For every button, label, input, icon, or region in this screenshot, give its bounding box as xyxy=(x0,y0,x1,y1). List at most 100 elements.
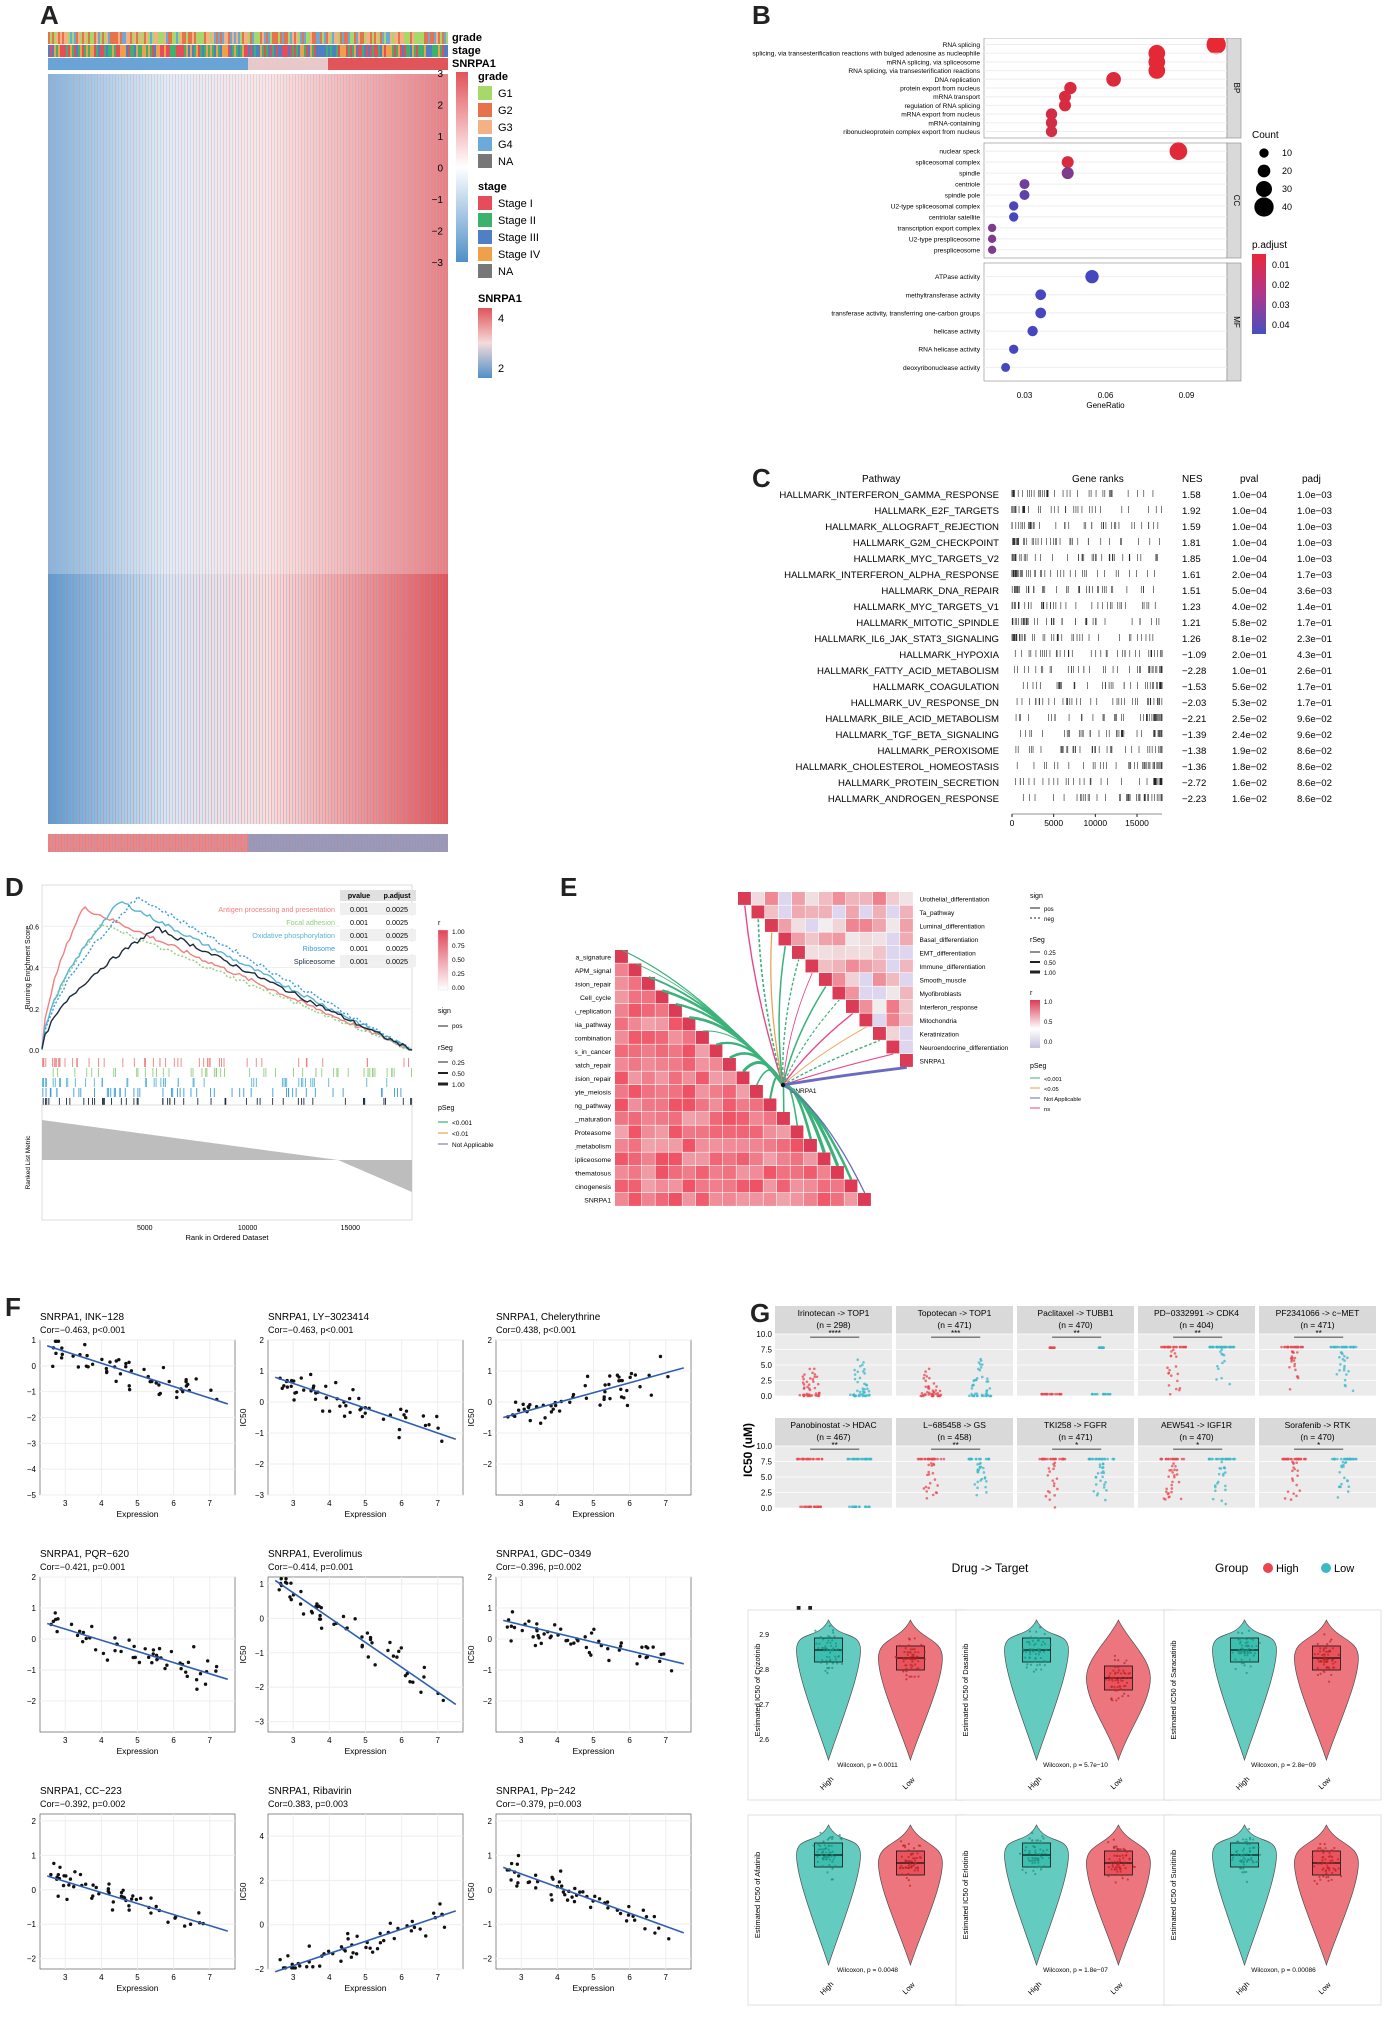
strip-point xyxy=(811,1371,814,1375)
violin-point xyxy=(821,1865,824,1868)
center-node-label: SNRPA1 xyxy=(791,1088,817,1095)
snrpa1-track-cell xyxy=(136,58,138,70)
violin-point xyxy=(1123,1671,1126,1675)
left-heatmap-cell xyxy=(615,1071,628,1085)
x-tick: 7 xyxy=(207,1736,212,1745)
left-heatmap-cell xyxy=(642,990,655,1004)
violin-point xyxy=(1239,1652,1243,1655)
right-heatmap-cell xyxy=(792,905,805,919)
strip-point xyxy=(980,1375,984,1379)
right-heatmap-cell xyxy=(832,905,846,919)
violin-point xyxy=(826,1671,829,1675)
scatter-point xyxy=(349,1955,354,1959)
strip-point xyxy=(1336,1496,1340,1499)
scale-tick: 1 xyxy=(437,132,443,143)
scatter-point xyxy=(284,1577,288,1581)
right-heatmap-cell xyxy=(846,959,859,973)
y-tick: 0 xyxy=(488,1398,493,1407)
scatter-point xyxy=(638,1654,642,1659)
violin-point xyxy=(914,1658,917,1661)
x-tick: 5 xyxy=(591,1499,596,1508)
violin-point xyxy=(1111,1863,1114,1867)
violin-point xyxy=(1241,1849,1245,1852)
scatter-point xyxy=(658,1659,662,1664)
stage-track-cell xyxy=(434,45,436,57)
y-tick: 0.0 xyxy=(761,1504,773,1513)
right-row-label: SNRPA1 xyxy=(920,1058,946,1065)
stage-track-cell xyxy=(96,45,98,57)
scatter-point xyxy=(509,1624,514,1628)
snrpa1-track-cell xyxy=(256,58,258,70)
violin-point xyxy=(1313,1865,1316,1868)
stage-track-cell xyxy=(178,45,180,57)
strip-point xyxy=(986,1380,990,1383)
strip-point xyxy=(1047,1467,1051,1470)
scatter-point xyxy=(557,1880,562,1884)
scatter-point xyxy=(324,1396,329,1400)
stage-track-cell xyxy=(334,45,336,57)
right-heatmap-cell xyxy=(873,1013,886,1027)
violin-point xyxy=(1110,1868,1113,1871)
strip-point xyxy=(1226,1345,1229,1349)
grade-track-cell xyxy=(158,32,160,44)
strip-point xyxy=(1102,1486,1106,1489)
snrpa1-track-cell xyxy=(364,58,366,70)
violin-point xyxy=(1240,1644,1244,1647)
violin-point xyxy=(1325,1862,1328,1865)
violin-point xyxy=(1244,1641,1247,1645)
violin-point xyxy=(910,1666,913,1669)
violin-point xyxy=(1327,1879,1330,1882)
violin-point xyxy=(1245,1870,1248,1874)
scatter-point xyxy=(113,1636,117,1640)
violin-point xyxy=(831,1867,834,1870)
scatter-point xyxy=(195,1687,199,1691)
grade-track-cell xyxy=(242,32,244,44)
scatter-point xyxy=(353,1617,357,1621)
violin-point xyxy=(907,1849,910,1852)
padj-value: 1.7e−01 xyxy=(1297,682,1332,693)
violin-y-label: Estimated IC50 of Saracatinib xyxy=(1169,1640,1178,1739)
padjust-cell: 0.0025 xyxy=(386,931,408,940)
right-heatmap-cell xyxy=(832,986,846,1000)
strip-point xyxy=(924,1370,927,1373)
stage-track-cell xyxy=(212,45,214,57)
snrpa1-track-cell xyxy=(112,58,114,70)
facet-strip xyxy=(1259,1306,1376,1334)
right-row-label: Urothelial_differentiation xyxy=(920,896,990,903)
left-heatmap-cell xyxy=(763,1098,777,1112)
grade-track-cell xyxy=(118,32,120,44)
violin-point xyxy=(1112,1669,1115,1672)
strip-point xyxy=(1296,1474,1299,1478)
violin-point xyxy=(1326,1849,1329,1852)
strip-point xyxy=(858,1390,862,1394)
strip-point xyxy=(1167,1371,1171,1375)
left-heatmap-cell xyxy=(777,1179,790,1193)
scatter-point xyxy=(531,1635,535,1639)
left-heatmap-cell xyxy=(736,1098,750,1112)
strip-point xyxy=(980,1363,984,1366)
grade-track-cell xyxy=(362,32,364,44)
strip-point xyxy=(1168,1368,1171,1372)
scatter-point xyxy=(549,1893,553,1897)
left-heatmap-cell xyxy=(655,1125,669,1139)
snrpa1-track-cell xyxy=(162,58,164,70)
violin-point xyxy=(1038,1852,1041,1856)
x-axis-label: Expression xyxy=(344,1509,386,1519)
strip-point xyxy=(1338,1369,1341,1372)
violin-point xyxy=(1038,1626,1042,1629)
strip-point xyxy=(1286,1490,1290,1493)
left-heatmap-cell xyxy=(723,1166,736,1179)
scatter-point xyxy=(205,1659,210,1663)
violin-point xyxy=(1241,1858,1244,1861)
scatter-point xyxy=(318,1613,322,1618)
grade-track-cell xyxy=(412,32,414,44)
snrpa1-track-cell xyxy=(320,58,322,70)
strip-point xyxy=(806,1505,810,1509)
stage-track-cell xyxy=(300,45,302,57)
scatter-point xyxy=(312,1384,316,1388)
padj-value: 1.0e−03 xyxy=(1297,538,1332,549)
table-row-bg xyxy=(340,929,416,941)
violin-point xyxy=(1114,1688,1117,1691)
strip-point xyxy=(1216,1364,1219,1368)
snrpa1-track-cell xyxy=(422,58,424,70)
